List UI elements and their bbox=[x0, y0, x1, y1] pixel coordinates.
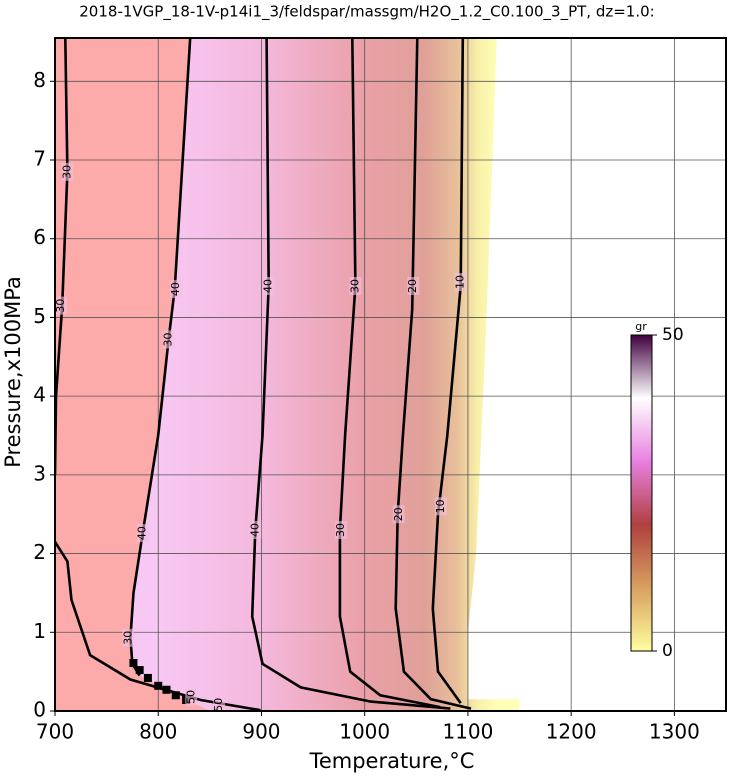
x-tick-label: 700 bbox=[36, 720, 74, 744]
contour-label: 30 bbox=[334, 523, 347, 537]
contour-label: 40 bbox=[262, 279, 275, 293]
x-tick-label: 1100 bbox=[442, 720, 493, 744]
x-tick-label: 1200 bbox=[546, 720, 597, 744]
contour-label-bg bbox=[55, 296, 68, 315]
contour-label: 10 bbox=[454, 275, 467, 289]
contour-label-bg bbox=[262, 276, 275, 295]
contour-label-bg bbox=[185, 687, 198, 706]
contour-label: 20 bbox=[406, 279, 419, 293]
x-tick-label: 800 bbox=[139, 720, 177, 744]
colorbar-tick-label: 0 bbox=[662, 641, 673, 661]
y-tick-label: 5 bbox=[33, 304, 46, 328]
contour-label: 30 bbox=[60, 165, 73, 179]
contour-label-bg bbox=[162, 330, 175, 349]
y-tick-label: 2 bbox=[33, 540, 46, 564]
colorbar bbox=[630, 334, 653, 652]
y-tick-label: 0 bbox=[33, 698, 46, 722]
contour-label-bg bbox=[136, 524, 149, 543]
solid-region bbox=[55, 38, 210, 711]
contour-line bbox=[394, 38, 472, 710]
y-tick-label: 6 bbox=[33, 225, 46, 249]
plot-area: 30 30 40 30 40 30 40 40 30 30 20 20 10 10 50 50 bbox=[54, 38, 726, 712]
contour-label-bg bbox=[454, 273, 467, 292]
contour-label: 50 bbox=[184, 690, 197, 704]
x-tick-label: 900 bbox=[242, 720, 280, 744]
contour-label: 30 bbox=[348, 279, 361, 293]
contour-line bbox=[250, 38, 451, 710]
marker bbox=[143, 673, 152, 682]
contour-label: 10 bbox=[434, 499, 447, 513]
y-tick-label: 1 bbox=[33, 619, 46, 643]
contour-line bbox=[338, 38, 441, 709]
y-tick-label: 8 bbox=[33, 68, 46, 92]
x-tick-label: 1300 bbox=[649, 720, 700, 744]
contour-label-bg bbox=[122, 628, 135, 647]
contour-label-bg bbox=[169, 280, 182, 299]
contour-label-bg bbox=[213, 695, 226, 711]
marker bbox=[129, 658, 138, 667]
contour-label: 40 bbox=[248, 523, 261, 537]
contour-label: 40 bbox=[136, 526, 149, 540]
chart-title: 2018-1VGP_18-1V-p14i1_3/feldspar/massgm/… bbox=[79, 3, 654, 22]
overlay: 700 800 900 1000 1100 1200 1300 0 1 2 3 4 5 6 7 8 gr 0 50 bbox=[33, 37, 727, 744]
contour-label: 40 bbox=[169, 282, 182, 296]
contour-label-bg bbox=[435, 497, 448, 516]
contour-label: 30 bbox=[162, 332, 175, 346]
contour-label: 30 bbox=[54, 299, 67, 313]
contour-label: 20 bbox=[392, 507, 405, 521]
marker bbox=[171, 691, 180, 700]
contour-label: 30 bbox=[121, 631, 134, 645]
marker bbox=[162, 685, 171, 694]
contour-label-bg bbox=[334, 520, 347, 539]
contour-label-bg bbox=[392, 505, 405, 524]
contour-label-bg bbox=[249, 520, 262, 539]
y-tick-label: 4 bbox=[33, 383, 46, 407]
colorbar-tick-label: 50 bbox=[662, 325, 684, 345]
contour-label-bg bbox=[61, 162, 74, 181]
y-axis-label: Pressure,x100MPa bbox=[1, 276, 25, 468]
x-tick-label: 1000 bbox=[339, 720, 390, 744]
x-axis-label: Temperature,°C bbox=[309, 749, 475, 773]
contour-label-bg bbox=[349, 276, 362, 295]
marker bbox=[154, 681, 163, 690]
contour-label: 50 bbox=[212, 698, 225, 712]
marker bbox=[135, 666, 144, 675]
colorbar-label: gr bbox=[635, 320, 647, 333]
y-tick-label: 3 bbox=[33, 461, 46, 485]
contour-label-bg bbox=[407, 276, 420, 295]
y-tick-label: 7 bbox=[33, 147, 46, 171]
plot-frame bbox=[54, 37, 727, 712]
